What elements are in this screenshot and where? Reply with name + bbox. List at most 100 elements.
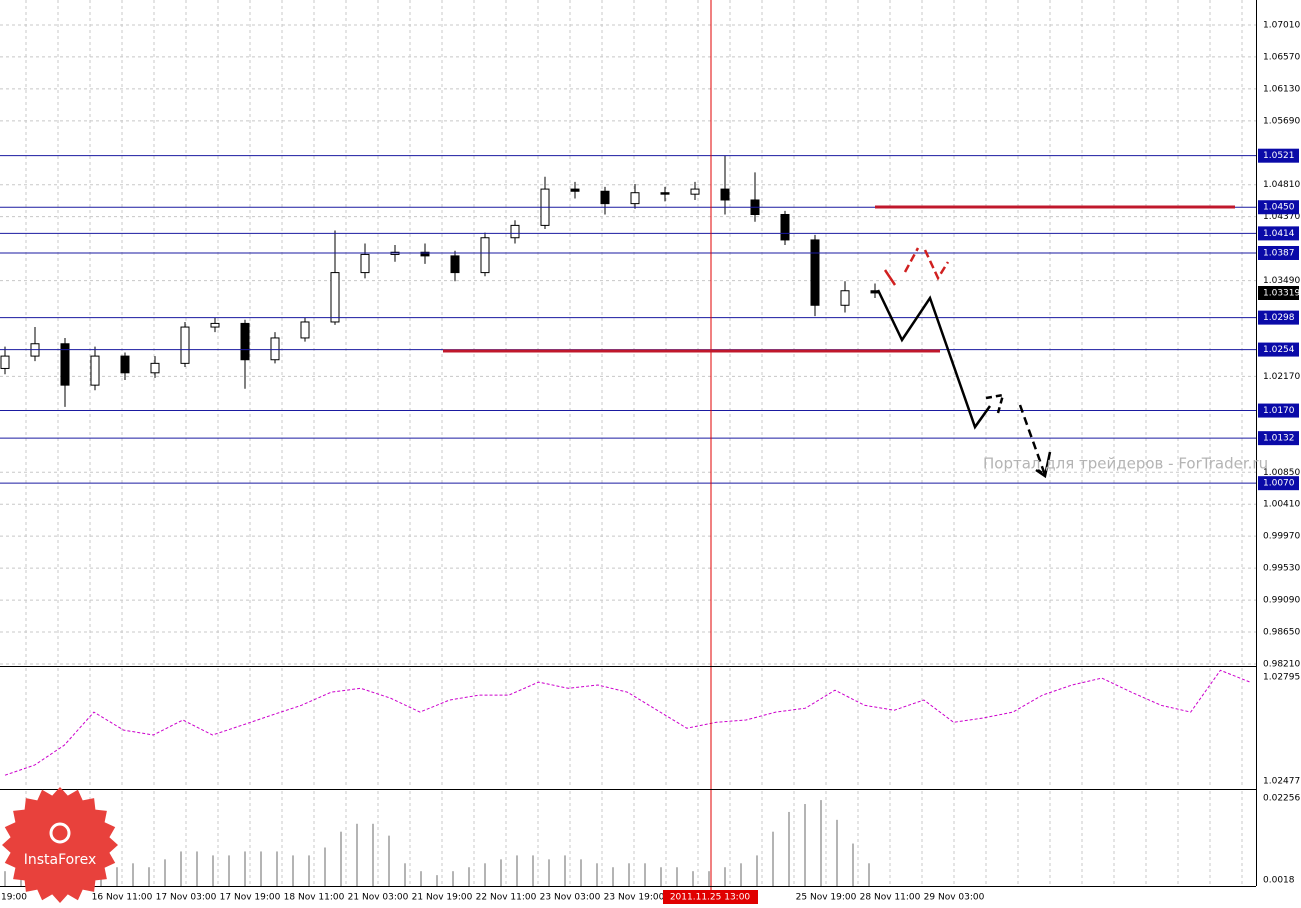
y-tick-label: 1.05690 — [1263, 116, 1300, 126]
y-tick-label: 0.0018 — [1263, 875, 1295, 885]
candle-body — [840, 290, 850, 306]
grid-layer — [0, 0, 1256, 887]
price-box — [1258, 285, 1299, 300]
time-label: 16 Nov 11:00 — [92, 893, 153, 903]
histogram-bar — [644, 863, 646, 887]
candle-body — [810, 239, 820, 306]
candle-body — [780, 214, 790, 241]
candle-body — [570, 188, 580, 192]
y-tick-label: 1.03490 — [1263, 276, 1300, 286]
time-label: 18 Nov 11:00 — [284, 893, 345, 903]
y-tick-label: 0.02256 — [1263, 793, 1300, 803]
histogram-bar — [388, 835, 390, 887]
histogram-bar — [372, 823, 374, 887]
histogram-bar — [292, 855, 294, 887]
histogram-bar — [740, 863, 742, 887]
histogram-bar — [772, 831, 774, 887]
histogram-bar — [868, 863, 870, 887]
time-label: 17 Nov 03:00 — [156, 893, 217, 903]
histogram-bar — [164, 859, 166, 887]
candle-body — [0, 355, 10, 369]
y-tick-label: 1.04810 — [1263, 180, 1300, 190]
logo-icon — [49, 822, 71, 844]
histogram-bar — [404, 863, 406, 887]
candle-body — [690, 188, 700, 195]
y-tick-label: 1.02170 — [1263, 372, 1300, 382]
level-box — [1258, 226, 1299, 241]
level-label: 1.0170 — [1263, 406, 1295, 416]
histogram-bar — [244, 851, 246, 887]
time-label: 29 Nov 03:00 — [924, 893, 985, 903]
histogram-bar — [116, 867, 118, 887]
alt-forecast — [923, 249, 950, 281]
level-box — [1258, 245, 1299, 260]
forecast-arrow — [985, 393, 1005, 414]
histogram-bar — [228, 855, 230, 887]
candle-body — [660, 192, 670, 195]
histogram-bar — [212, 855, 214, 887]
time-label: 23 Nov 19:00 — [604, 893, 665, 903]
y-tick-label: 1.00850 — [1263, 468, 1300, 478]
level-label: 1.0521 — [1263, 151, 1295, 161]
histogram-bar — [564, 855, 566, 887]
histogram-bar — [692, 871, 694, 887]
y-tick-label: 0.99970 — [1263, 532, 1300, 542]
candle-body — [510, 224, 520, 239]
y-tick-label: 0.98650 — [1263, 628, 1300, 638]
candle-body — [90, 355, 100, 386]
mark-layer — [0, 155, 1256, 887]
y-tick-label: 1.02795 — [1263, 673, 1300, 683]
y-tick-label: 0.98210 — [1263, 659, 1300, 669]
candle-body — [270, 337, 280, 361]
histogram-bar — [468, 867, 470, 887]
time-label: 17 Nov 19:00 — [220, 893, 281, 903]
y-tick-label: 1.06570 — [1263, 52, 1300, 62]
y-tick-label: 1.02477 — [1263, 777, 1300, 787]
histogram-bar — [788, 811, 790, 887]
histogram-bar — [420, 871, 422, 887]
histogram-bar — [436, 875, 438, 887]
candle-body — [60, 343, 70, 386]
forecast-arrowhead — [1035, 451, 1052, 479]
histogram-bar — [612, 867, 614, 887]
y-tick-label: 0.99530 — [1263, 564, 1300, 574]
label-layer: 1.07010 1.06570 1.06130 1.05690 1.04810 1.043… — [1, 20, 1300, 904]
indicator-line — [4, 669, 1251, 776]
candle-body — [720, 188, 730, 201]
histogram-bar — [820, 800, 822, 887]
level-label: 1.0132 — [1263, 434, 1295, 444]
histogram-bar — [724, 867, 726, 887]
histogram-bar — [596, 863, 598, 887]
level-box — [1258, 200, 1299, 215]
histogram-bar — [356, 823, 358, 887]
level-box — [1258, 310, 1299, 325]
candle-body — [300, 321, 310, 339]
level-box — [1258, 342, 1299, 357]
candle-body — [120, 355, 130, 374]
histogram-bar — [484, 863, 486, 887]
histogram-bar — [708, 871, 710, 887]
current-price: 1.03319 — [1263, 288, 1300, 298]
candle-body — [600, 190, 610, 205]
level-label: 1.0254 — [1263, 345, 1295, 355]
histogram-bar — [852, 843, 854, 887]
histogram-bar — [580, 859, 582, 887]
candle-body — [180, 326, 190, 364]
histogram-bar — [324, 847, 326, 887]
histogram-bar — [132, 863, 134, 887]
histogram-bar — [148, 867, 150, 887]
histogram-bar — [340, 831, 342, 887]
histogram-bar — [260, 851, 262, 887]
histogram-bar — [4, 871, 6, 887]
level-box — [1258, 431, 1299, 446]
histogram-bar — [180, 851, 182, 887]
candle-body — [420, 251, 430, 257]
alt-forecast — [903, 247, 920, 273]
level-box — [1258, 148, 1299, 163]
y-tick-label: 0.99090 — [1263, 596, 1300, 606]
alt-forecast — [883, 269, 897, 286]
histogram-bar — [196, 851, 198, 887]
histogram-bar — [756, 855, 758, 887]
histogram-bar — [836, 819, 838, 887]
level-label: 1.0298 — [1263, 313, 1295, 323]
